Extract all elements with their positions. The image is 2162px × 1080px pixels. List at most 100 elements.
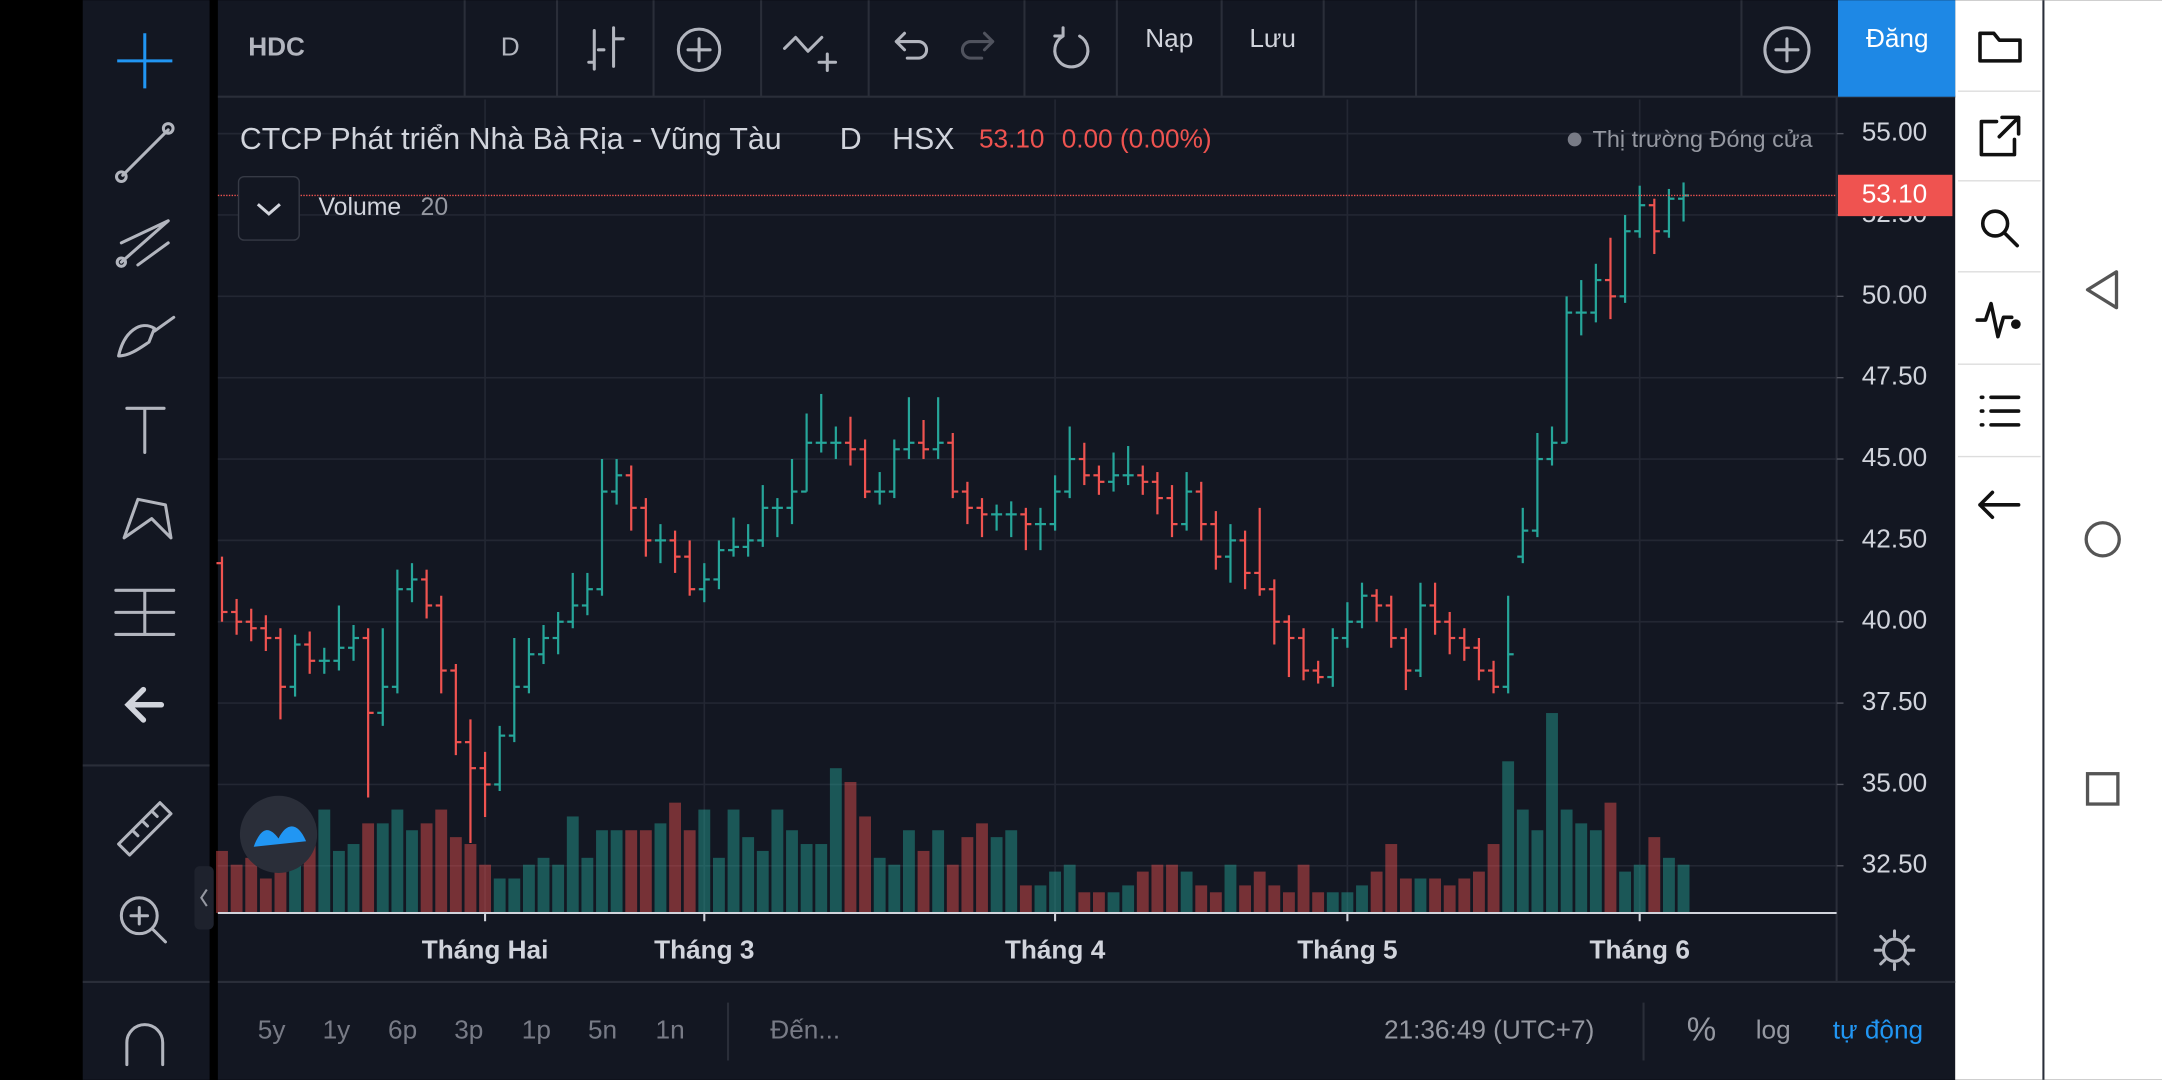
y-tick-label: 50.00 [1862,279,1928,309]
volume-bar [888,864,901,913]
volume-bar [1224,864,1237,913]
load-button[interactable]: Nạp [1145,23,1193,53]
ohlc-bar [318,647,330,674]
ohlc-bar [1049,475,1061,531]
volume-bar [1180,871,1193,913]
side-icons[interactable] [1957,31,2041,520]
add-button[interactable] [1763,26,1811,74]
ohlc-bar [1473,638,1485,681]
range-button[interactable]: 1p [522,1014,551,1044]
settings-button[interactable] [1873,929,1916,972]
volume-bar [537,857,550,913]
axes: 32.50 35.00 37.50 40.00 42.50 45.00 47.50 50.00… [217,117,1953,965]
volume-bar [566,816,579,913]
ohlc-bar [1151,472,1163,515]
ohlc-bar [830,426,842,460]
signup-button[interactable] [1837,0,1956,97]
x-tick-label: Tháng 3 [654,935,754,965]
logo [239,795,318,873]
ohlc-bar [1648,198,1660,255]
ohlc-bar [903,397,915,460]
status-dot [1567,132,1582,147]
android-nav[interactable] [2084,270,2121,806]
log-toggle[interactable]: log [1756,1014,1791,1044]
ohlc-bar [801,413,813,493]
ohlc-bar [406,563,418,603]
ohlc-bar [1166,485,1178,538]
ohlc-bar [757,485,769,547]
ohlc-bar [348,624,360,661]
ohlc-bar [1268,579,1280,645]
ohlc-bar [596,459,608,596]
signup-label[interactable]: Đăng [1866,23,1929,53]
indicator-button[interactable] [783,35,838,73]
volume-bar [1195,885,1208,913]
ohlc-bar [1224,524,1236,583]
compare-button[interactable] [676,27,722,73]
ohlc-bar [274,628,286,720]
volume-bar [230,864,243,913]
last-price-label: 53.10 [1862,178,1928,208]
volume-bar [1078,892,1091,913]
volume-bar [1019,885,1032,913]
volume-bar [493,878,506,913]
ohlc-bar [786,459,798,525]
range-button[interactable]: 1y [323,1014,352,1044]
redo-button[interactable] [960,31,995,60]
drawing-tools[interactable] [114,33,176,1067]
range-button[interactable]: 1n [656,1014,685,1044]
volume-bar [698,809,711,913]
goto-button[interactable]: Đến... [770,1014,840,1044]
ohlc-bar [464,719,476,844]
range-button[interactable]: 3p [454,1014,483,1044]
percent-toggle[interactable]: % [1687,1011,1716,1048]
ohlc-bar [1590,263,1602,323]
ohlc-bar [654,524,666,564]
volume-bar [1151,864,1164,913]
y-tick-label: 55.00 [1862,117,1928,147]
volume-bar [1619,871,1632,913]
interval-button[interactable]: D [501,31,520,61]
range-button[interactable]: 5y [258,1014,287,1044]
reload-button[interactable] [1053,26,1090,69]
volume-bar [435,809,448,913]
save-button[interactable]: Lưu [1249,23,1296,53]
ohlc-bar [1414,582,1426,678]
ohlc-bar [1517,507,1529,564]
ohlc-bar [216,556,228,622]
undo-button[interactable] [894,31,929,60]
bar-style-button[interactable] [587,26,625,71]
volume-bar [932,830,945,913]
range-button[interactable]: 5n [588,1014,617,1044]
ohlc-bar [961,481,973,525]
ohlc-bar [888,439,900,499]
ohlc-bar [1371,589,1383,622]
ohlc-bar [728,517,740,557]
ohlc-bar [859,439,871,499]
collapse-handle[interactable] [194,866,214,930]
ohlc-bar [1210,511,1222,570]
ohlc-bar [1298,628,1310,681]
volume-bar [1282,892,1295,913]
volume-bar [610,830,623,913]
range-button[interactable]: 6p [388,1014,417,1044]
ohlc-bar [1488,660,1500,694]
volume-bar [406,830,418,913]
auto-toggle[interactable]: tự động [1833,1014,1923,1044]
ohlc-bar [1561,296,1573,444]
range-bar: 5y 1y 6p 3p 1p 5n 1n Đến... 21:36:49 (UT… [258,1002,1923,1061]
ohlc-bar [289,634,301,697]
volume-bar [1531,830,1544,913]
volume-bar [815,844,828,913]
legend-toggle[interactable] [237,175,300,241]
ohlc-bar [479,751,491,817]
volume-bar [1005,830,1018,913]
x-tick-label: Tháng 6 [1590,935,1690,965]
ohlc-bar [1005,501,1017,538]
ohlc-bar [1181,472,1193,531]
volume-bar [859,816,872,913]
symbol-button[interactable]: HDC [248,31,305,61]
ohlc-bar [742,524,754,557]
volume-bar [1487,844,1500,913]
volume-bar [990,837,1003,913]
